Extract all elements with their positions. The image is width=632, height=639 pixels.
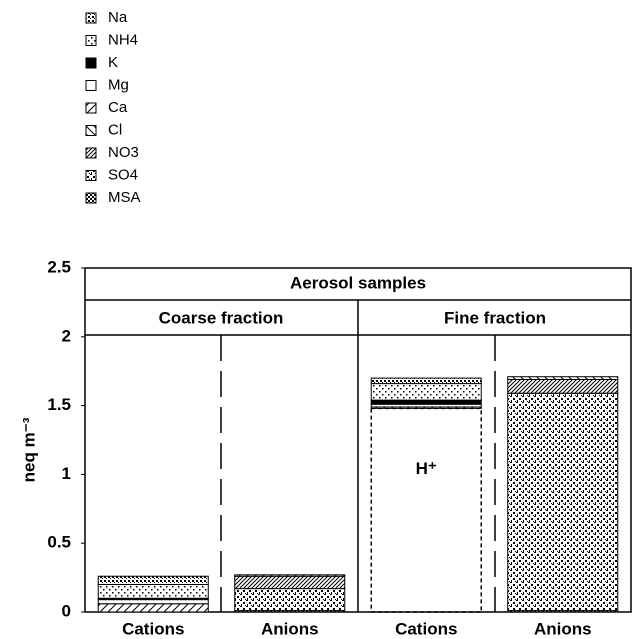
bar-segment bbox=[370, 407, 482, 613]
legend-swatch bbox=[85, 35, 97, 46]
legend-label: MSA bbox=[108, 189, 141, 206]
bar-segment bbox=[97, 603, 209, 613]
y-tick-label: 1.5 bbox=[47, 395, 71, 414]
y-tick-label: 2 bbox=[62, 326, 71, 345]
legend-swatch bbox=[85, 12, 97, 24]
legend-swatch bbox=[85, 125, 97, 136]
x-tick-label: Cations bbox=[122, 619, 184, 638]
legend-label: NO3 bbox=[108, 144, 139, 161]
legend-swatch bbox=[85, 80, 97, 91]
y-tick-label: 0.5 bbox=[47, 533, 71, 552]
bar-segment bbox=[370, 383, 482, 401]
x-tick-label: Cations bbox=[395, 619, 457, 638]
legend-label: Mg bbox=[108, 76, 129, 93]
y-tick-label: 2.5 bbox=[47, 257, 71, 276]
bar-segment bbox=[234, 574, 346, 577]
y-axis-label: neq m⁻³ bbox=[19, 417, 38, 482]
legend-swatch bbox=[85, 192, 97, 204]
legend-swatch bbox=[85, 102, 97, 114]
x-tick-label: Anions bbox=[261, 619, 319, 638]
group-label: Fine fraction bbox=[444, 308, 546, 327]
legend-swatch bbox=[85, 147, 97, 159]
legend-label: Na bbox=[108, 9, 128, 26]
legend-label: SO4 bbox=[108, 166, 138, 183]
bar-segment bbox=[370, 399, 482, 405]
bar-segment bbox=[234, 588, 346, 612]
y-tick-label: 0 bbox=[62, 601, 71, 620]
bar-segment bbox=[507, 376, 619, 380]
bar-segment bbox=[97, 575, 209, 585]
bar-segment bbox=[370, 377, 482, 385]
bar-segment bbox=[507, 378, 619, 394]
legend-swatch bbox=[85, 170, 97, 181]
y-tick-label: 1 bbox=[62, 464, 71, 483]
bar-segment bbox=[97, 583, 209, 599]
bar-segment bbox=[97, 599, 209, 605]
legend-swatch bbox=[85, 57, 97, 69]
group-label: Coarse fraction bbox=[159, 308, 284, 327]
legend-label: NH4 bbox=[108, 31, 138, 48]
x-tick-label: Anions bbox=[534, 619, 592, 638]
bar-segment bbox=[234, 575, 346, 590]
bar-segment bbox=[507, 392, 619, 612]
legend-label: Ca bbox=[108, 99, 128, 116]
header: Aerosol samples bbox=[290, 273, 426, 292]
legend-label: K bbox=[108, 54, 118, 71]
segment-label: H⁺ bbox=[416, 459, 437, 478]
legend-label: Cl bbox=[108, 121, 122, 138]
